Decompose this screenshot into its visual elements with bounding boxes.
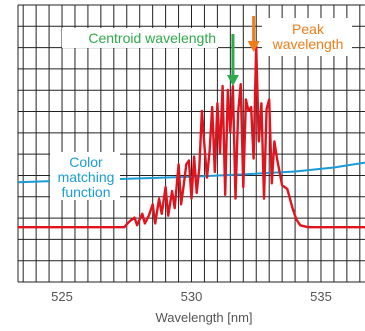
- centroid-label-bg: [62, 28, 218, 48]
- peak-wavelength-label: wavelength: [272, 36, 344, 52]
- x-tick-labels: 525 530 535: [51, 289, 332, 304]
- grid-lines: [17, 4, 365, 283]
- x-tick-label: 525: [51, 289, 73, 304]
- series-spectrum-line: [18, 44, 365, 229]
- centroid-wavelength-label: Centroid wavelength: [88, 30, 216, 46]
- peak-arrow-head: [247, 41, 260, 52]
- color-matching-function-label: function: [61, 184, 110, 200]
- peak-label-bg: [262, 18, 352, 56]
- cmf-label-bg: [50, 152, 120, 200]
- color-matching-function-label: matching: [58, 169, 115, 185]
- peak-wavelength-label: Peak: [292, 21, 325, 37]
- x-axis-title: Wavelength [nm]: [155, 310, 252, 325]
- x-tick-label: 535: [310, 289, 332, 304]
- color-matching-function-label: Color: [69, 154, 103, 170]
- centroid-arrow-head: [226, 75, 239, 86]
- x-tick-label: 530: [181, 289, 203, 304]
